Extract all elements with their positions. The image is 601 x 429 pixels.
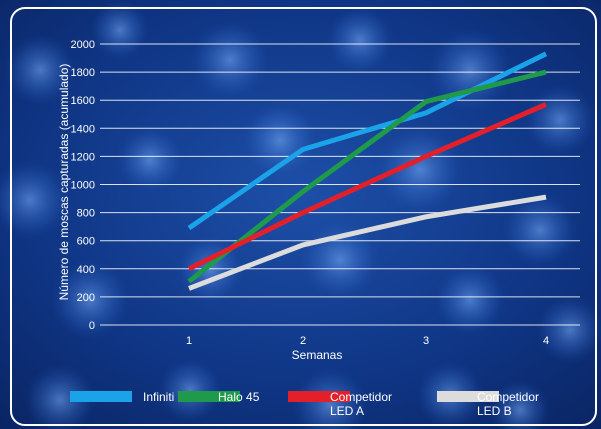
legend-label: Halo 45 [218,390,260,404]
legend-swatch [70,391,132,402]
bokeh-spot [242,102,318,178]
x-tick-label: 4 [543,335,549,347]
bokeh-spot [50,260,130,340]
bokeh-spot [536,296,601,364]
series-lines [187,51,548,291]
bokeh-spot [428,28,512,112]
bokeh-spot [190,20,270,100]
y-tick-label: 1400 [71,123,95,135]
y-tick-label: 0 [89,320,95,332]
y-tick-label: 1000 [71,180,95,192]
x-tick-label: 3 [423,335,429,347]
y-tick-label: 1800 [71,67,95,79]
series-line [187,69,547,284]
legend-swatch [437,391,499,402]
y-tick-label: 1600 [71,95,95,107]
legend-label: LED B [477,404,512,418]
bokeh-spot [4,34,76,106]
legend-label: LED A [330,404,364,418]
x-tick-label: 1 [186,335,192,347]
y-tick-label: 200 [77,292,95,304]
grid-lines [100,43,580,326]
panel-border [10,7,597,426]
bokeh-spot [116,126,184,194]
legend-label: Infiniti [143,390,174,404]
bokeh-spot [502,192,578,268]
y-axis-ticks: 0 200 400 600 800 1000 1200 1400 1600 1800 2000 [71,39,95,332]
y-axis-title: Número de moscas capturadas (acumulado) [57,64,71,301]
bokeh-spot [90,0,150,60]
x-tick-label: 2 [300,335,306,347]
bokeh-spot [24,364,96,429]
x-axis-ticks: 1 2 3 4 [186,335,549,347]
legend-label: Competidor [330,390,392,404]
bokeh-spot [158,358,222,422]
legend-swatch [178,391,240,402]
series-line [188,194,547,291]
y-tick-label: 600 [77,236,95,248]
x-axis-title: Semanas [292,348,343,362]
bokeh-spot [0,160,70,240]
bokeh-spot [434,264,506,336]
y-tick-label: 800 [77,208,95,220]
series-line [187,102,547,272]
bokeh-spot [490,380,550,429]
bokeh-spot [326,6,394,74]
legend-label: Competidor [477,390,539,404]
legend-swatch [288,391,350,402]
series-line [187,51,548,231]
y-tick-label: 2000 [71,39,95,51]
bokeh-spot [524,84,596,156]
y-tick-label: 400 [77,264,95,276]
y-tick-label: 1200 [71,151,95,163]
